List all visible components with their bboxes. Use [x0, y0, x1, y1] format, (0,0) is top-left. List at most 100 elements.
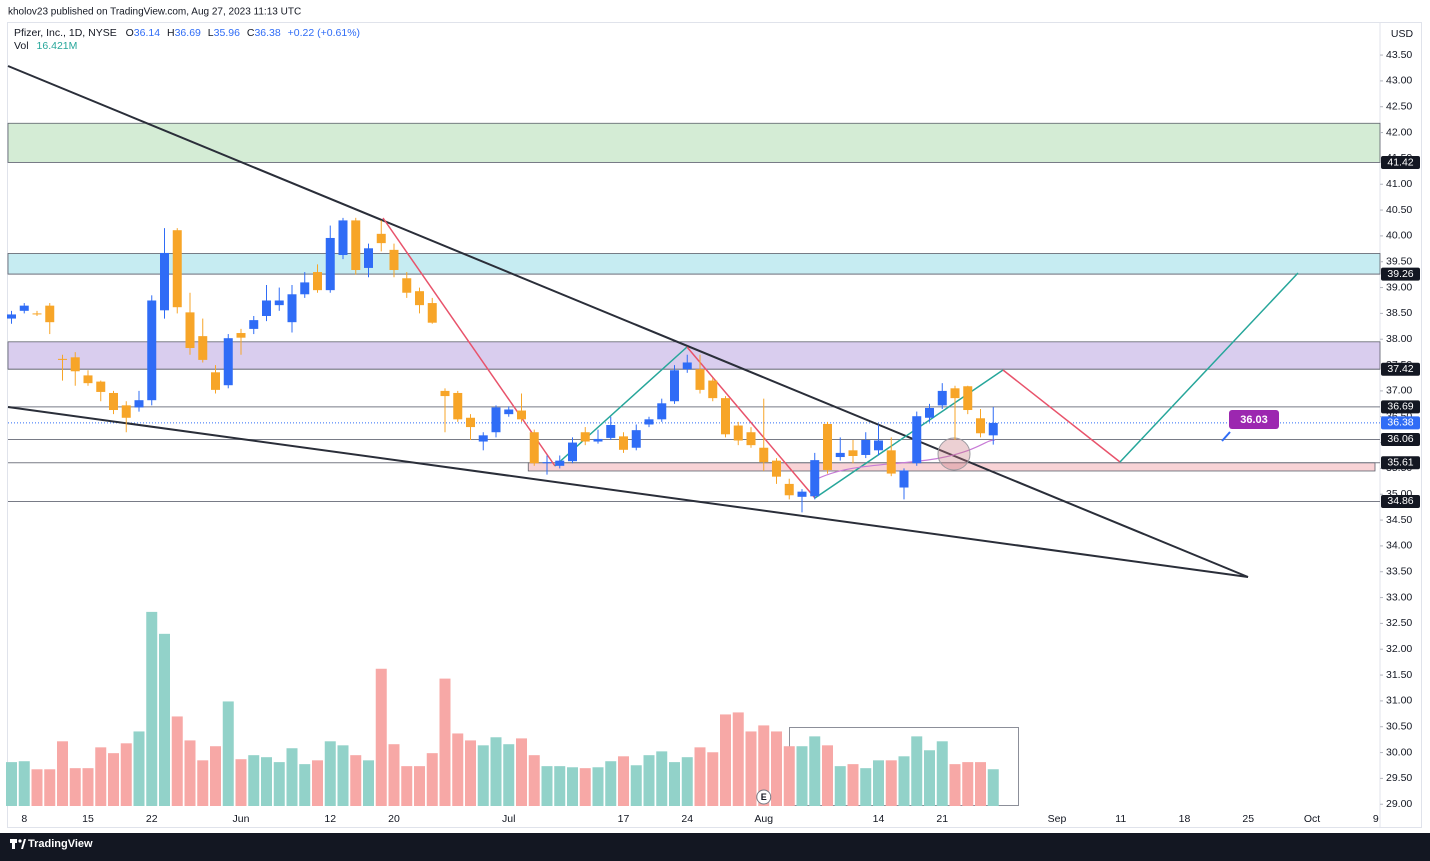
volume-bar: [439, 678, 451, 806]
volume-bar: [783, 746, 795, 806]
low-value: 35.96: [214, 27, 240, 39]
candle-body: [364, 248, 373, 268]
y-tick-label: 29.00: [1386, 798, 1412, 810]
candle-body: [823, 423, 832, 470]
candle-body: [121, 405, 131, 418]
candle-body: [695, 369, 705, 390]
path-line: [1002, 369, 1121, 463]
x-tick-label: Sep: [1048, 813, 1067, 825]
candle-body: [211, 372, 220, 390]
callout-box: [1229, 410, 1279, 429]
volume-bar: [720, 714, 731, 806]
volume-bar: [656, 751, 668, 806]
volume-bar: [273, 762, 285, 806]
candle-body: [848, 450, 858, 456]
candle-body: [58, 358, 67, 360]
candle-body: [223, 338, 233, 386]
volume-bar: [414, 766, 425, 806]
currency: USD: [1391, 28, 1414, 40]
candle-body: [427, 303, 437, 323]
volume-bar: [605, 761, 617, 806]
volume-bar: [860, 768, 872, 806]
volume-bar: [962, 762, 974, 806]
volume-bar: [312, 760, 323, 806]
levels: [8, 162, 1380, 502]
volume-bar: [745, 731, 757, 806]
volume-bar: [337, 745, 349, 806]
level-badge: [1381, 362, 1420, 376]
candle-body: [631, 430, 641, 448]
level-badge: [1381, 267, 1420, 281]
candle-body: [376, 233, 386, 244]
last-price-label: 36.38: [1387, 417, 1413, 429]
volume-bar: [579, 768, 591, 806]
volume-bar: [924, 750, 935, 806]
change: +0.22 (+0.61%): [288, 27, 360, 39]
candle-body: [109, 392, 118, 411]
callout-label: 36.03: [1240, 414, 1268, 426]
candle-body: [950, 388, 960, 399]
volume-bar: [375, 668, 387, 806]
volume-bar: [528, 755, 540, 806]
candle-body: [172, 230, 182, 308]
candles: [7, 217, 998, 513]
volume-bar: [31, 769, 43, 806]
volume-bar: [108, 753, 119, 806]
candle-body: [351, 220, 361, 270]
x-tick-label: Aug: [754, 813, 773, 825]
level-badge: [1381, 432, 1420, 446]
symbol: Pfizer, Inc., 1D, NYSE: [14, 27, 117, 39]
callout-pointer: [1221, 431, 1231, 442]
y-tick-label: 42.50: [1386, 101, 1412, 113]
y-tick-label: 43.00: [1386, 75, 1412, 87]
x-tick-label: 25: [1242, 813, 1254, 825]
y-tick-label: 37.00: [1386, 385, 1412, 397]
volume-bar: [490, 737, 502, 806]
pane-border: [7, 22, 1422, 828]
curve: [814, 439, 996, 481]
volume-bar: [554, 766, 566, 806]
candle-body: [708, 380, 718, 399]
overlay: 41.42 39.26 37.42 36.69 36.06 35.61 34.86 36.38…: [756, 156, 1420, 805]
trend-line: [7, 65, 1249, 578]
y-tick-label: 40.50: [1386, 204, 1412, 216]
level-badge: [1381, 494, 1420, 508]
x-tick-label: Jul: [502, 813, 515, 825]
zone: [7, 122, 1381, 163]
candle-body: [912, 416, 922, 464]
x-tick-label: 17: [618, 813, 630, 825]
x-tick-label: 12: [324, 813, 336, 825]
volume-bar: [809, 736, 821, 806]
candle-body: [415, 291, 424, 306]
x-tick-label: 8: [21, 813, 27, 825]
y-tick-label: 30.00: [1386, 746, 1412, 758]
candle-body: [45, 305, 55, 323]
y-tick-label: 34.00: [1386, 540, 1412, 552]
x-tick-label: 22: [146, 813, 158, 825]
volume-bar: [987, 769, 999, 806]
volume-bar: [477, 745, 489, 806]
x-tick-label: 9: [1373, 813, 1379, 825]
volume-value: 16.421M: [37, 40, 78, 52]
candle-body: [759, 447, 769, 463]
candle-body: [440, 390, 450, 397]
candle-body: [746, 432, 756, 446]
candle-body: [835, 452, 845, 458]
close-value: 36.38: [254, 27, 280, 39]
candle-body: [198, 336, 208, 360]
candle-body: [899, 470, 909, 488]
volume-bar: [975, 762, 986, 806]
volume-bar: [898, 756, 910, 806]
candle-body: [810, 460, 820, 497]
level-badge-label: 36.06: [1387, 433, 1413, 445]
level-badge-label: 37.42: [1387, 363, 1413, 375]
x-tick-label: 20: [388, 813, 400, 825]
volume-bar: [388, 744, 400, 806]
volume-bar: [146, 611, 158, 806]
y-tick-label: 39.00: [1386, 281, 1412, 293]
volume-bar: [426, 753, 438, 806]
level-badge-label: 41.42: [1387, 156, 1413, 168]
last-price-badge: [1381, 416, 1420, 430]
volume-bar: [707, 752, 719, 806]
candle-body: [83, 375, 93, 384]
